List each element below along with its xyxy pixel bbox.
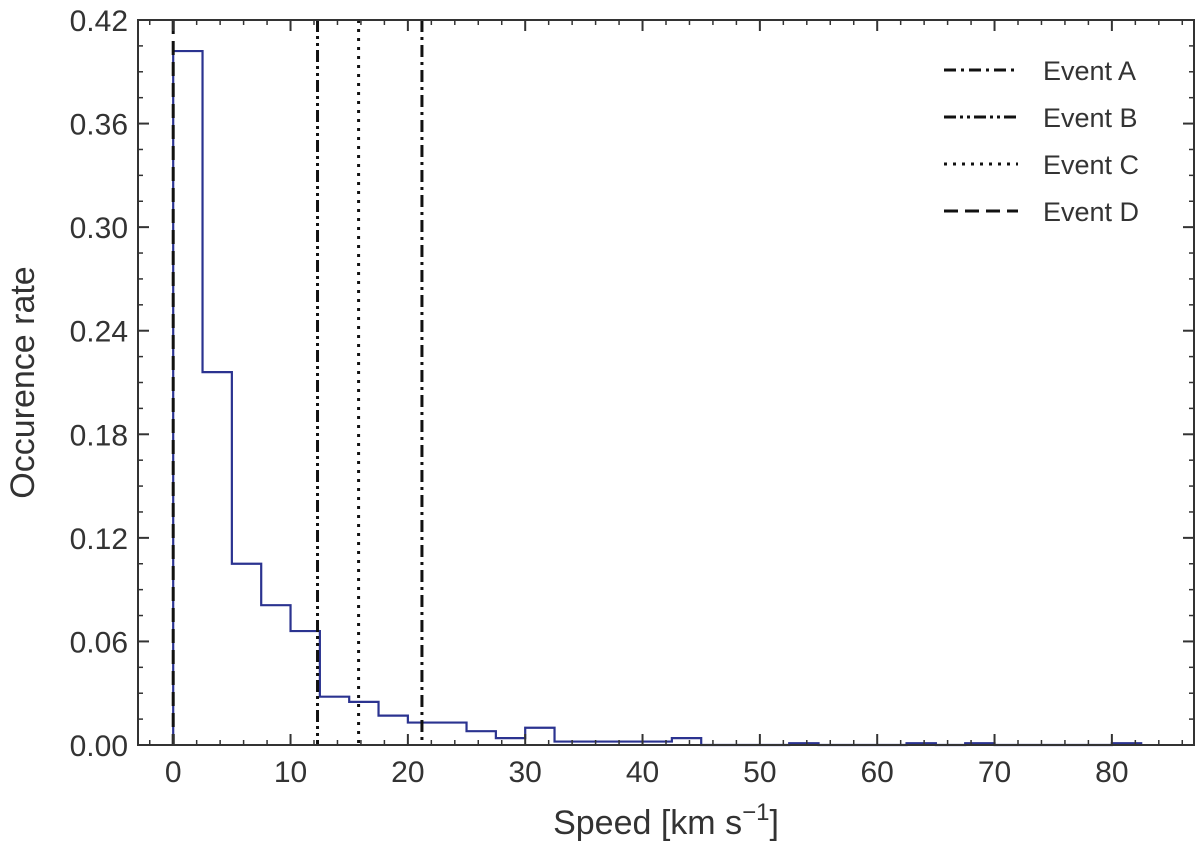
histogram-bars xyxy=(172,49,1143,747)
histogram-bin xyxy=(525,728,554,745)
axis-ticks: 0 10 20 30 40 50 60 70 80 0.00 0.06 0.12 0.18 0.24 0.3… xyxy=(70,5,1194,789)
histogram-bin xyxy=(232,564,261,745)
legend-label: Event C xyxy=(1043,150,1139,180)
event-lines xyxy=(171,20,424,745)
x-tick-label: 20 xyxy=(391,756,424,789)
histogram-bin xyxy=(672,738,701,745)
x-tick-label: 0 xyxy=(165,756,182,789)
x-tick-label: 10 xyxy=(274,756,307,789)
legend-label: Event A xyxy=(1043,56,1136,86)
x-tick-label: 40 xyxy=(626,756,659,789)
y-tick-label: 0.36 xyxy=(70,109,128,142)
y-tick-label: 0.18 xyxy=(70,419,128,452)
histogram-outline xyxy=(172,49,1143,747)
legend-label: Event B xyxy=(1043,103,1138,133)
y-tick-label: 0.12 xyxy=(70,523,128,556)
y-tick-label: 0.00 xyxy=(70,730,128,763)
x-axis-title-suffix: ] xyxy=(769,804,778,842)
x-tick-label: 50 xyxy=(743,756,776,789)
histogram-bin xyxy=(349,702,378,745)
histogram-bin xyxy=(496,738,525,745)
x-axis-title: Speed [km s−1] xyxy=(553,799,779,842)
histogram-bin xyxy=(467,731,496,745)
x-axis-title-main: Speed [km s xyxy=(553,804,742,842)
histogram-bin xyxy=(379,716,408,745)
y-tick-label: 0.42 xyxy=(70,5,128,38)
x-axis-title-exponent: −1 xyxy=(742,799,769,826)
histogram-bin xyxy=(291,631,320,745)
histogram-bin xyxy=(437,723,466,745)
histogram-bin xyxy=(261,605,290,745)
x-tick-label: 80 xyxy=(1095,756,1128,789)
legend: Event A Event B Event C Event D xyxy=(944,56,1139,227)
x-tick-label: 60 xyxy=(861,756,894,789)
y-tick-label: 0.30 xyxy=(70,212,128,245)
y-tick-label: 0.24 xyxy=(70,316,128,349)
histogram-bin xyxy=(320,697,349,745)
y-tick-label: 0.06 xyxy=(70,626,128,659)
y-axis-title: Occurence rate xyxy=(4,266,42,498)
histogram-bin xyxy=(203,372,232,745)
x-tick-label: 30 xyxy=(509,756,542,789)
legend-label: Event D xyxy=(1043,197,1139,227)
x-tick-label: 70 xyxy=(978,756,1011,789)
histogram-bin xyxy=(173,51,202,745)
